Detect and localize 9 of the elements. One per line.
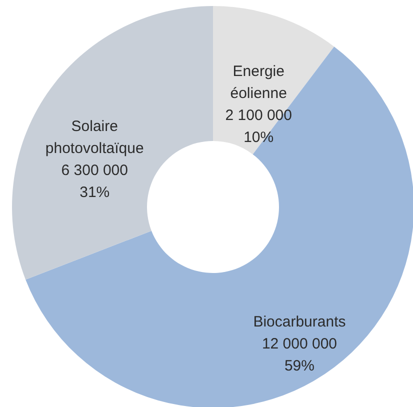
slice-label: Solaire photovoltaïque [45,118,144,157]
data-label: 6 300 000 31% [61,162,128,201]
donut-slice [12,6,213,280]
data-label: 12 000 000 59% [262,336,338,375]
donut-slice [26,46,413,407]
donut-slice [213,6,334,154]
slice-label: Energie éolienne [230,62,287,102]
data-label: 2 100 000 10% [225,106,292,146]
slice-label: Biocarburants [253,314,346,331]
